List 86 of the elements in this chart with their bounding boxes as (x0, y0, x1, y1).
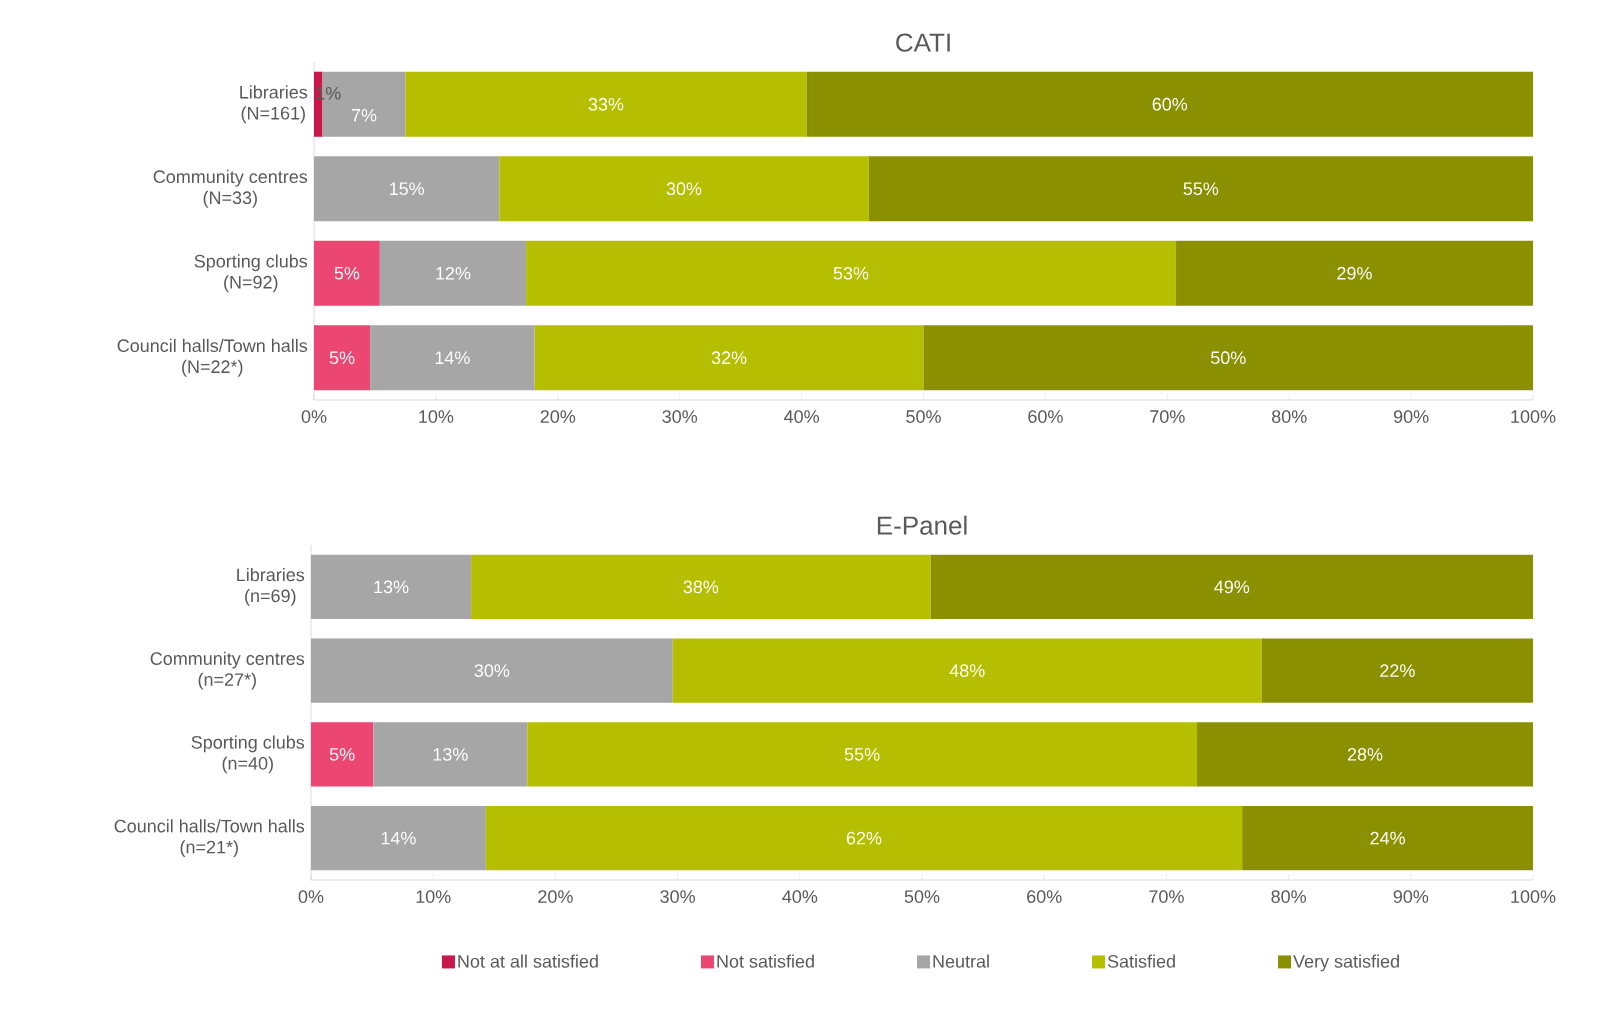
x-tick-label: 90% (1393, 890, 1429, 903)
x-tick-label: 100% (1511, 890, 1556, 903)
data-label: 13% (374, 580, 409, 594)
data-label: 14% (381, 831, 416, 845)
x-tick-label: 20% (540, 410, 576, 423)
bar (930, 554, 1534, 620)
y-tick-label: Sporting clubs (N=92) (194, 254, 308, 293)
bar (405, 71, 807, 137)
data-label: 38% (683, 580, 719, 594)
x-tick-label: 30% (660, 890, 695, 903)
x-tick-label: 50% (906, 410, 941, 423)
bar (672, 638, 1262, 703)
x-tick-label: 80% (1271, 890, 1306, 903)
x-tick-label: 70% (1149, 890, 1184, 903)
data-label: 53% (833, 266, 869, 280)
bar (534, 325, 924, 391)
x-tick-label: 0% (301, 410, 327, 423)
legend-label: Not satisfied (717, 954, 814, 968)
data-label: 15% (390, 182, 425, 196)
data-label: 13% (433, 748, 468, 761)
x-tick-label: 50% (904, 890, 940, 903)
x-tick-label: 100% (1511, 410, 1556, 423)
x-tick-label: 70% (1150, 410, 1185, 423)
data-label: 30% (474, 664, 510, 677)
data-label: 14% (435, 351, 470, 365)
bar (314, 240, 380, 306)
bar (314, 325, 371, 391)
bar (499, 156, 869, 222)
data-label: 5% (329, 351, 355, 365)
chart-title: E-Panel (877, 515, 967, 535)
data-label: 30% (666, 182, 702, 196)
data-label: 5% (329, 748, 355, 761)
x-tick-label: 30% (662, 410, 698, 423)
data-label: 5% (334, 266, 360, 280)
data-label: 55% (844, 748, 880, 761)
legend-label: Very satisfied (1293, 954, 1399, 972)
legend-label: Neutral (933, 954, 989, 968)
bar (373, 722, 528, 787)
x-tick-label: 40% (784, 410, 819, 423)
y-tick-label: Council halls/Town halls (N=22*) (117, 338, 308, 377)
data-label: 32% (711, 351, 747, 365)
y-tick-label: Libraries (n=69) (237, 567, 305, 606)
data-label: 48% (949, 664, 985, 677)
bar (806, 71, 1534, 137)
y-tick-label: Libraries (N=161) (240, 85, 308, 124)
x-tick-label: 40% (782, 890, 818, 903)
x-tick-label: 10% (416, 890, 451, 903)
x-tick-label: 20% (538, 890, 573, 903)
y-tick-label: Community centres (n=27*) (150, 651, 305, 690)
data-label: 22% (1380, 664, 1415, 677)
bar (1261, 638, 1534, 703)
x-tick-label: 60% (1027, 890, 1062, 903)
x-tick-label: 0% (298, 890, 324, 903)
data-label: 33% (588, 97, 624, 111)
x-tick-label: 60% (1028, 410, 1063, 423)
data-label: 49% (1214, 580, 1250, 594)
bar (1175, 240, 1534, 306)
bar (485, 805, 1243, 871)
bar (527, 722, 1197, 787)
bar (311, 722, 374, 787)
data-label: 29% (1337, 266, 1372, 280)
bar (868, 156, 1534, 222)
bar (923, 325, 1534, 391)
y-tick-label: Council halls/Town halls (n=21*) (114, 819, 305, 858)
y-tick-label: Sporting clubs (n=40) (191, 735, 305, 774)
y-tick-label: Community centres (N=33) (153, 169, 308, 208)
chart-title: CATI (896, 33, 950, 52)
x-tick-label: 80% (1272, 410, 1307, 423)
bar (1196, 722, 1534, 787)
x-tick-label: 10% (419, 410, 454, 423)
bar (526, 240, 1176, 306)
data-label: 50% (1210, 351, 1246, 365)
bar (379, 240, 527, 306)
data-label: 62% (846, 831, 882, 845)
legend-label: Satisfied (1107, 954, 1175, 968)
data-label: 60% (1152, 97, 1188, 111)
legend-label: Not at all satisfied (458, 954, 598, 968)
bar (370, 325, 535, 391)
data-label: 7% (351, 108, 377, 122)
bar (1242, 805, 1534, 871)
bar (471, 554, 931, 620)
data-label: 28% (1347, 748, 1383, 761)
data-label: 55% (1183, 182, 1219, 196)
x-tick-label: 90% (1393, 410, 1429, 423)
data-label: 12% (436, 266, 471, 280)
data-label: 24% (1370, 831, 1405, 845)
